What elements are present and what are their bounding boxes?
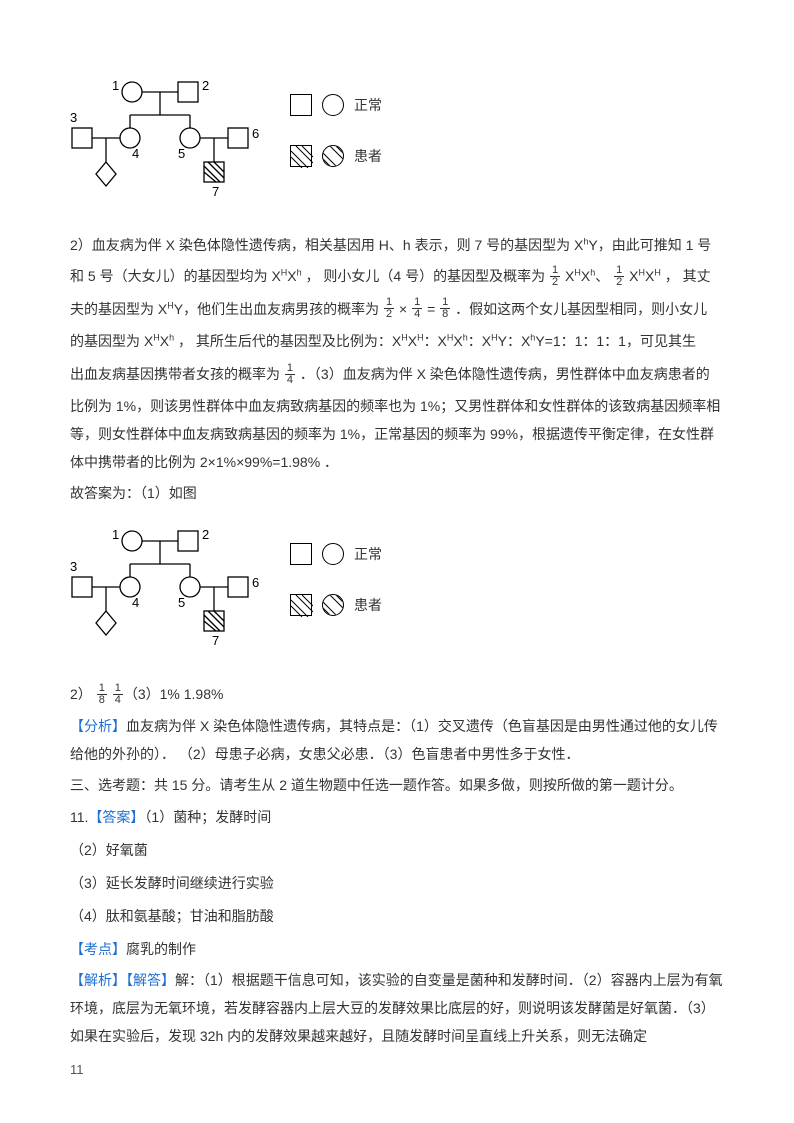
legend-square-normal-2 (290, 543, 312, 565)
pedigree-svg-1: 1 2 3 4 5 6 7 (70, 70, 270, 210)
legend-square-affected (290, 145, 312, 167)
svg-text:5: 5 (178, 595, 185, 610)
pedigree-svg-2: 1 2 3 4 5 6 7 (70, 519, 270, 659)
q11-line2: （2）好氧菌 (70, 835, 724, 866)
answer-label: 【答案】 (88, 809, 144, 825)
answer-line: 2） 18 14（3）1% 1.98% (70, 679, 724, 710)
analysis: 【分析】血友病为伴 X 染色体隐性遗传病，其特点是：（1）交叉遗传（色盲基因是由… (70, 712, 724, 768)
svg-text:7: 7 (212, 184, 219, 199)
body-text-6: 比例为 1%，则该男性群体中血友病致病基因的频率也为 1%；又男性群体和女性群体… (70, 392, 724, 476)
svg-text:2: 2 (202, 527, 209, 542)
legend-affected-label: 患者 (354, 141, 382, 172)
legend-square-affected-2 (290, 594, 312, 616)
svg-text:4: 4 (132, 595, 139, 610)
page-number: 11 (70, 1056, 84, 1085)
svg-text:6: 6 (252, 575, 259, 590)
legend-circle-affected (322, 145, 344, 167)
legend-normal-label: 正常 (354, 90, 382, 121)
svg-text:1: 1 (112, 527, 119, 542)
body-text-5: 出血友病基因携带者女孩的概率为 14 ．（3）血友病为伴 X 染色体隐性遗传病，… (70, 359, 724, 390)
q11-line4: （4）肽和氨基酸；甘油和脂肪酸 (70, 901, 724, 932)
svg-text:3: 3 (70, 559, 77, 574)
svg-text:5: 5 (178, 146, 185, 161)
legend-affected-label-2: 患者 (354, 590, 382, 621)
legend-square-normal (290, 94, 312, 116)
legend-1: 正常 患者 (290, 90, 382, 192)
svg-text:4: 4 (132, 146, 139, 161)
legend-circle-normal (322, 94, 344, 116)
svg-text:3: 3 (70, 110, 77, 125)
kaodian: 【考点】腐乳的制作 (70, 934, 724, 965)
legend-2: 正常 患者 (290, 539, 382, 641)
pedigree-diagram-2: 1 2 3 4 5 6 7 正常 患者 (70, 519, 724, 659)
body-text: 2）血友病为伴 X 染色体隐性遗传病，相关基因用 H、h 表示，则 7 号的基因… (70, 230, 724, 292)
kaodian-label: 【考点】 (70, 941, 126, 957)
q11-line3: （3）延长发酵时间继续进行实验 (70, 868, 724, 899)
analysis-label: 【分析】 (70, 718, 126, 734)
pedigree-diagram-1: 1 2 3 4 5 6 7 正常 患者 (70, 70, 724, 210)
legend-normal-label-2: 正常 (354, 539, 382, 570)
body-text-3: 夫的基因型为 XHY，他们生出血友病男孩的概率为 12 × 14 = 18 ．假… (70, 294, 724, 325)
jiexi: 【解析】【解答】解：（1）根据题干信息可知，该实验的自变量是菌种和发酵时间．（2… (70, 966, 724, 1050)
svg-text:1: 1 (112, 78, 119, 93)
svg-text:2: 2 (202, 78, 209, 93)
jiexi-label: 【解析】 (70, 972, 126, 988)
svg-text:7: 7 (212, 633, 219, 648)
section-3-heading: 三、选考题：共 15 分。请考生从 2 道生物题中任选一题作答。如果多做，则按所… (70, 770, 724, 801)
body-text-4: 的基因型为 XHXh ， 其所生后代的基因型及比例为：XHXH：XHXh：XHY… (70, 326, 724, 357)
legend-circle-affected-2 (322, 594, 344, 616)
legend-circle-normal-2 (322, 543, 344, 565)
svg-text:6: 6 (252, 126, 259, 141)
body-text-7: 故答案为：（1）如图 (70, 478, 724, 509)
q11-line1: 11.【答案】（1）菌种；发酵时间 (70, 802, 724, 833)
jieda-label: 【解答】 (126, 972, 175, 988)
